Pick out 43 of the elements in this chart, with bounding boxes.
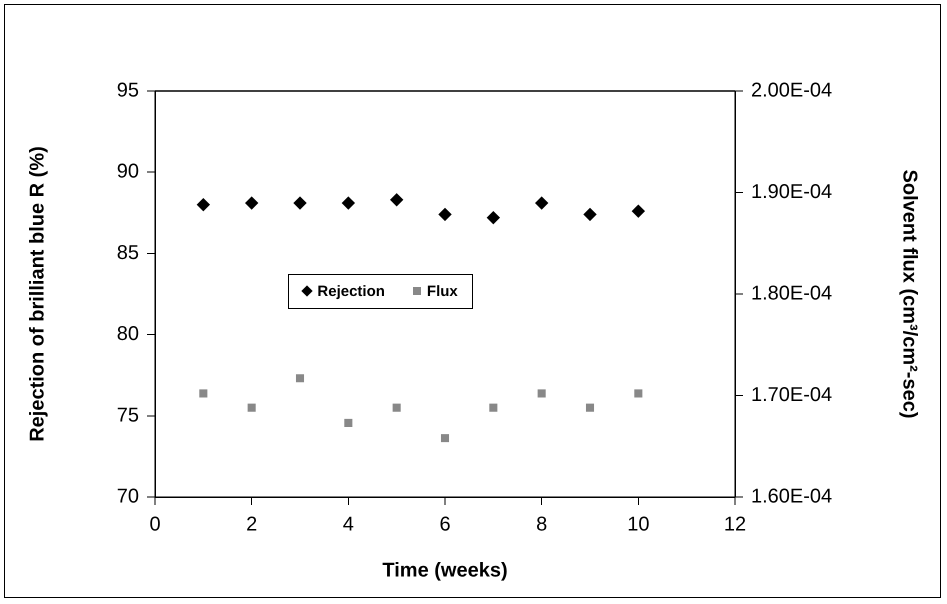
y-tick-label: 75 — [116, 404, 139, 426]
x-tick-label: 8 — [536, 514, 548, 536]
point — [586, 404, 594, 412]
y-tick-label: 85 — [116, 242, 139, 264]
point — [392, 404, 401, 412]
point — [538, 389, 546, 398]
y-tick-label: 70 — [116, 486, 139, 508]
y2-tick-label: 1.90E-04 — [751, 181, 832, 204]
point — [489, 404, 498, 412]
legend-label: Flux — [426, 282, 458, 300]
point — [632, 204, 645, 218]
point — [390, 193, 404, 206]
point — [248, 404, 256, 412]
x-tick-label: 6 — [439, 514, 451, 536]
x-tick-label: 0 — [149, 514, 161, 536]
x-tick-label: 12 — [724, 514, 746, 536]
y2-axis-title: Solvent flux (cm³/cm²-sec) — [898, 170, 920, 418]
point — [584, 208, 596, 221]
y-tick-label: 80 — [116, 323, 139, 346]
y-tick-label: 90 — [116, 160, 139, 183]
y2-tick-label: 2.00E-04 — [751, 80, 832, 102]
point — [245, 196, 258, 210]
point — [296, 374, 304, 382]
point — [294, 196, 306, 210]
x-axis-title: Time (weeks) — [382, 560, 508, 582]
y2-tick-label: 1.80E-04 — [751, 282, 832, 305]
y-axis-title: Rejection of brilliant blue R (%) — [26, 146, 49, 442]
point — [486, 211, 500, 224]
y-tick-label: 95 — [116, 80, 139, 102]
point — [344, 418, 352, 427]
point — [634, 389, 642, 398]
point — [342, 196, 355, 210]
point — [438, 208, 452, 221]
y2-tick-label: 1.60E-04 — [751, 486, 832, 508]
point — [196, 198, 210, 212]
point — [199, 389, 208, 398]
x-tick-label: 4 — [342, 514, 354, 536]
point — [535, 196, 548, 210]
x-tick-label: 2 — [246, 514, 258, 536]
legend-label: Rejection — [316, 282, 385, 300]
y2-tick-label: 1.70E-04 — [751, 384, 832, 406]
x-tick-label: 10 — [627, 514, 650, 536]
point — [440, 434, 450, 442]
